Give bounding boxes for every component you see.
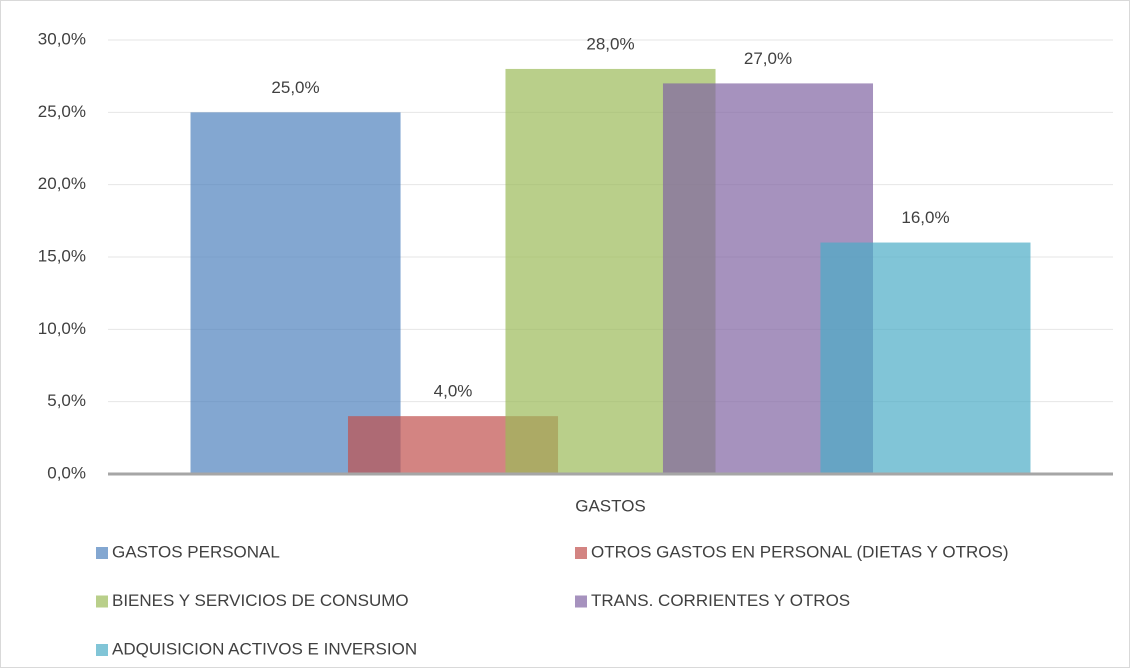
legend-label: ADQUISICION ACTIVOS E INVERSION	[112, 639, 417, 658]
legend-swatch	[96, 644, 108, 656]
y-tick-label: 25,0%	[38, 102, 86, 121]
legend-label: BIENES Y SERVICIOS DE CONSUMO	[112, 591, 409, 610]
legend-swatch	[96, 547, 108, 559]
data-label: 4,0%	[434, 382, 473, 401]
y-tick-label: 10,0%	[38, 319, 86, 338]
data-label: 28,0%	[586, 34, 634, 53]
legend-swatch	[96, 595, 108, 608]
legend-label: OTROS GASTOS EN PERSONAL (DIETAS Y OTROS…	[591, 542, 1009, 561]
data-label: 27,0%	[744, 49, 792, 68]
data-label: 16,0%	[901, 208, 949, 227]
legend-label: TRANS. CORRIENTES Y OTROS	[591, 591, 850, 610]
legend-swatch	[575, 547, 587, 559]
bar	[190, 112, 401, 474]
x-tick-label: GASTOS	[575, 496, 646, 515]
legend-swatch	[575, 595, 587, 608]
y-tick-label: 5,0%	[47, 391, 86, 410]
y-tick-label: 0,0%	[47, 463, 86, 482]
y-tick-label: 20,0%	[38, 174, 86, 193]
bar	[820, 242, 1031, 474]
data-label: 25,0%	[271, 78, 319, 97]
y-tick-label: 30,0%	[38, 29, 86, 48]
y-tick-label: 15,0%	[38, 246, 86, 265]
legend-label: GASTOS PERSONAL	[112, 542, 280, 561]
